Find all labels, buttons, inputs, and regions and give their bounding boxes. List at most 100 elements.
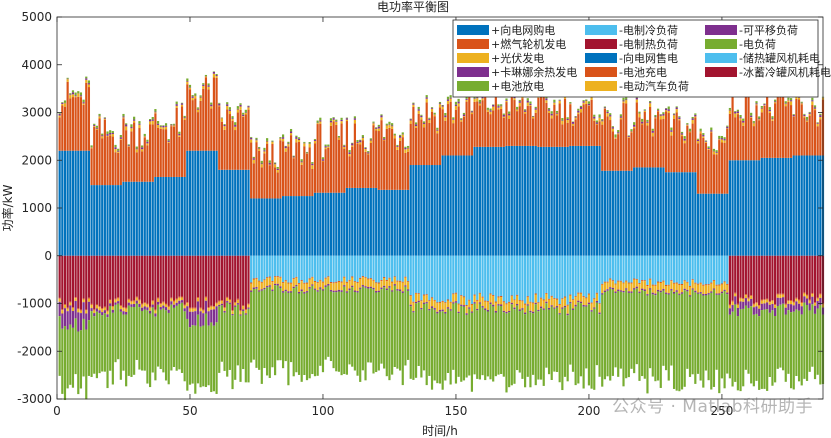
- bar-12-t152: [460, 305, 463, 382]
- bar-11-t252: [726, 292, 729, 295]
- bar-4-t227: [659, 114, 662, 116]
- bar-2-t205: [601, 124, 604, 171]
- bar-12-t272: [779, 304, 782, 368]
- bar-1-t85: [281, 196, 285, 256]
- bar-3-t276: [789, 101, 793, 106]
- bar-9-t27: [127, 298, 130, 300]
- bar-9-t151: [457, 303, 460, 305]
- bar-7-t285: [813, 255, 817, 303]
- bar-10-t220: [641, 281, 644, 289]
- bar-9-t172: [513, 299, 516, 301]
- bar-9-t55: [202, 309, 205, 311]
- bar-10-t204: [598, 304, 601, 313]
- bar-11-t271: [776, 297, 779, 306]
- bar-6-t104: [332, 255, 335, 283]
- bar-1-t164: [492, 146, 495, 256]
- bar-3-t94: [305, 153, 309, 155]
- bar-1-t110: [348, 187, 351, 256]
- bar-2-t110: [348, 156, 351, 188]
- bar-9-t260: [747, 297, 750, 299]
- bar-12-t224: [651, 294, 654, 377]
- bar-6-t113: [356, 255, 359, 283]
- bar-11-t277: [792, 305, 795, 312]
- bar-3-t77: [260, 164, 263, 168]
- bar-10-t207: [606, 282, 609, 290]
- bar-10-t194: [571, 300, 575, 309]
- bar-11-t213: [622, 290, 625, 293]
- bar-12-t125: [388, 287, 391, 381]
- bar-3-t242: [699, 131, 702, 134]
- bar-3-t277: [792, 116, 795, 117]
- bar-12-t232: [672, 293, 676, 389]
- bar-5-t177: [526, 98, 529, 101]
- bar-9-t113: [356, 282, 359, 283]
- bar-3-t255: [734, 113, 737, 118]
- bar-12-t150: [454, 302, 458, 384]
- bar-12-t155: [468, 308, 471, 376]
- bar-2-t145: [441, 109, 444, 156]
- bar-11-t25: [122, 311, 125, 315]
- bar-5-t255: [734, 111, 737, 112]
- bar-2-t72: [247, 109, 250, 170]
- bar-5-t133: [409, 118, 412, 120]
- bar-3-t30: [135, 149, 138, 153]
- bar-10-t65: [228, 300, 231, 303]
- bar-4-t287: [819, 115, 822, 117]
- bar-6-t119: [372, 255, 375, 280]
- bar-1-t29: [133, 181, 136, 256]
- bar-9-t33: [143, 302, 146, 304]
- bar-5-t3: [63, 100, 67, 103]
- bar-12-t225: [654, 295, 657, 382]
- bar-2-t174: [518, 106, 521, 146]
- bar-2-t79: [266, 143, 269, 199]
- bar-11-t173: [516, 304, 519, 306]
- bar-4-t195: [574, 116, 577, 118]
- bar-2-t281: [803, 117, 806, 156]
- bar-5-t173: [516, 106, 519, 110]
- bar-9-t161: [484, 300, 487, 302]
- bar-2-t22: [114, 152, 117, 186]
- bar-7-t54: [199, 255, 202, 308]
- bar-5-t287: [819, 113, 822, 116]
- bar-10-t218: [635, 279, 638, 287]
- bar-4-t168: [502, 114, 505, 117]
- bar-12-t271: [776, 306, 779, 369]
- bar-9-t217: [633, 278, 636, 280]
- bar-3-t82: [274, 164, 277, 168]
- bar-12-t192: [566, 315, 569, 382]
- bar-7-t15: [95, 255, 98, 305]
- bar-3-t125: [388, 124, 391, 128]
- bar-3-t176: [524, 111, 527, 114]
- bar-9-t188: [555, 298, 559, 300]
- bar-12-t237: [686, 291, 689, 369]
- bar-2-t172: [513, 100, 516, 146]
- bar-3-t278: [795, 95, 798, 99]
- bar-4-t188: [555, 112, 559, 114]
- bar-2-t113: [356, 143, 359, 188]
- bar-6-t232: [672, 255, 676, 283]
- bar-9-t286: [816, 297, 819, 299]
- bar-5-t139: [425, 95, 428, 98]
- bar-10-t201: [590, 303, 593, 311]
- bar-5-t163: [489, 108, 492, 111]
- bar-3-t71: [244, 112, 247, 115]
- bar-11-t275: [787, 303, 790, 311]
- bar-2-t196: [577, 114, 580, 146]
- bar-1-t238: [688, 172, 692, 256]
- bar-4-t21: [111, 133, 114, 134]
- bar-11-t225: [654, 293, 657, 296]
- bar-7-t36: [151, 255, 154, 301]
- bar-9-t107: [340, 281, 343, 283]
- bar-2-t107: [340, 123, 343, 193]
- bar-3-t117: [367, 153, 370, 155]
- bar-2-t83: [276, 172, 279, 199]
- bar-4-t179: [532, 116, 535, 117]
- bar-3-t209: [611, 128, 614, 132]
- bar-3-t113: [356, 142, 359, 144]
- bar-4-t116: [364, 148, 367, 149]
- bar-1-t160: [481, 146, 484, 256]
- bar-12-t43: [170, 304, 173, 371]
- bar-10-t199: [585, 298, 588, 306]
- bar-11-t243: [702, 294, 705, 296]
- bar-7-t58: [210, 255, 213, 306]
